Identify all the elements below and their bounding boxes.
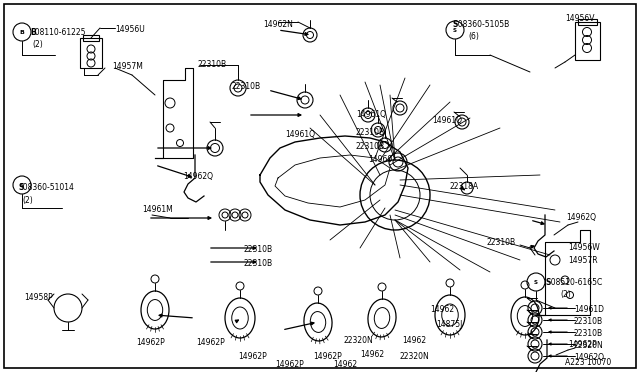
Text: 14962P: 14962P: [275, 360, 304, 369]
Text: 14962Q: 14962Q: [566, 213, 596, 222]
Text: 14961Q: 14961Q: [356, 110, 386, 119]
Text: 14957M: 14957M: [112, 62, 143, 71]
Text: 22310B: 22310B: [356, 142, 385, 151]
Text: A223 10070: A223 10070: [565, 358, 611, 367]
Text: 14875J: 14875J: [436, 320, 462, 329]
Text: 08510-6165C: 08510-6165C: [546, 278, 602, 287]
Text: 08110-61225: 08110-61225: [30, 28, 86, 37]
Text: 14962N: 14962N: [263, 20, 293, 29]
Text: 08360-51014: 08360-51014: [18, 183, 74, 192]
Text: S: S: [18, 183, 24, 192]
Text: 14957R: 14957R: [568, 256, 598, 265]
Text: (2): (2): [32, 40, 43, 49]
Text: 22310B: 22310B: [243, 245, 272, 254]
Text: 22310B: 22310B: [574, 317, 603, 326]
Text: S: S: [20, 183, 24, 187]
Text: 22310B: 22310B: [574, 329, 603, 338]
Text: S: S: [546, 278, 552, 287]
Bar: [578, 19, 597, 25]
Text: 22320N: 22320N: [574, 341, 604, 350]
Text: S: S: [453, 28, 457, 32]
Text: 22310B: 22310B: [198, 60, 227, 69]
Text: 14962Q: 14962Q: [183, 172, 213, 181]
Text: 14962: 14962: [430, 305, 454, 314]
Text: (2): (2): [22, 196, 33, 205]
Text: B: B: [30, 28, 36, 37]
Text: 14956V: 14956V: [565, 14, 595, 23]
Text: 14962: 14962: [333, 360, 357, 369]
Text: 22310B: 22310B: [243, 259, 272, 268]
Bar: [575, 22, 600, 60]
Text: 14956U: 14956U: [115, 25, 145, 34]
Bar: [83, 35, 99, 41]
Text: 14962Q: 14962Q: [574, 353, 604, 362]
Text: S: S: [453, 20, 458, 29]
Text: 08360-5105B: 08360-5105B: [453, 20, 509, 29]
Text: 22310B: 22310B: [487, 238, 516, 247]
Text: 14962: 14962: [360, 350, 384, 359]
Text: 14962P: 14962P: [313, 352, 342, 361]
Text: 22310B: 22310B: [232, 82, 261, 91]
Text: S: S: [534, 279, 538, 285]
Bar: [80, 38, 102, 68]
Text: 14962: 14962: [402, 336, 426, 345]
Text: 14961D: 14961D: [574, 305, 604, 314]
Text: 14961M: 14961M: [142, 205, 173, 214]
Text: 14962P: 14962P: [136, 338, 164, 347]
Text: (2): (2): [560, 290, 571, 299]
Text: 22320N: 22320N: [344, 336, 374, 345]
Text: 14962P: 14962P: [568, 340, 596, 349]
Text: B: B: [20, 29, 24, 35]
Text: 14958P: 14958P: [24, 293, 52, 302]
Text: 14961Q: 14961Q: [432, 116, 462, 125]
Text: 14962P: 14962P: [196, 338, 225, 347]
Text: 14961Q: 14961Q: [285, 130, 315, 139]
Text: (6): (6): [468, 32, 479, 41]
Text: 14960: 14960: [368, 155, 392, 164]
Text: 14962P: 14962P: [238, 352, 267, 361]
Text: 22318A: 22318A: [450, 182, 479, 191]
Text: 14956W: 14956W: [568, 243, 600, 252]
Text: 22320N: 22320N: [400, 352, 429, 361]
Text: 22310B: 22310B: [356, 128, 385, 137]
